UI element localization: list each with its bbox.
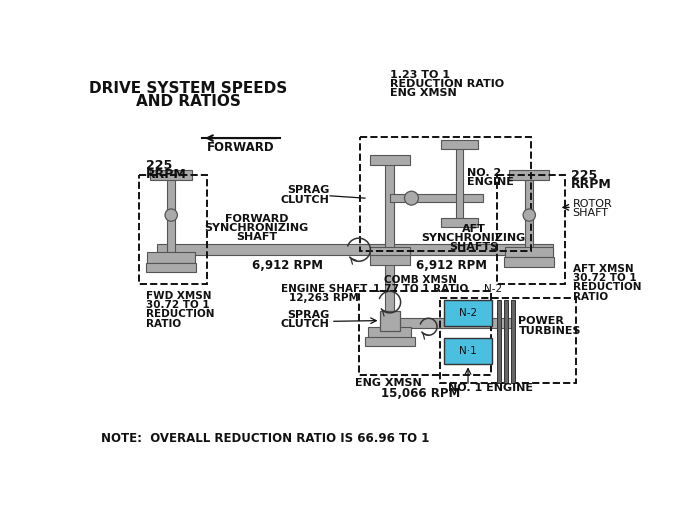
Text: SHAFT: SHAFT <box>573 208 609 218</box>
Bar <box>139 175 207 285</box>
Bar <box>526 175 533 252</box>
Text: 6,912 RPM: 6,912 RPM <box>416 259 487 272</box>
Bar <box>441 218 478 228</box>
Bar <box>146 263 196 272</box>
Bar <box>441 139 478 149</box>
Text: 1.23 TO 1: 1.23 TO 1 <box>390 70 449 80</box>
Bar <box>505 258 554 267</box>
Text: DRIVE SYSTEM SPEEDS: DRIVE SYSTEM SPEEDS <box>89 80 288 96</box>
Text: CLUTCH: CLUTCH <box>281 194 329 205</box>
Text: REDUCTION: REDUCTION <box>573 282 641 293</box>
Text: POWER: POWER <box>519 316 564 326</box>
Text: REDUCTION RATIO: REDUCTION RATIO <box>390 79 504 89</box>
Bar <box>365 337 414 346</box>
Text: SHAFTS: SHAFTS <box>449 242 498 252</box>
Bar <box>390 194 483 203</box>
Text: ROTOR: ROTOR <box>573 199 612 209</box>
Bar <box>497 175 565 285</box>
Text: TURBINES: TURBINES <box>519 326 581 335</box>
Text: 30.72 TO 1: 30.72 TO 1 <box>573 273 636 283</box>
Text: N-2: N-2 <box>459 308 477 318</box>
Bar <box>504 300 508 383</box>
Text: 12,263 RPM: 12,263 RPM <box>289 293 359 303</box>
Text: 30.72 TO 1: 30.72 TO 1 <box>146 300 209 310</box>
Bar <box>368 327 412 337</box>
Text: N·1: N·1 <box>459 346 477 356</box>
Bar <box>440 298 575 383</box>
Bar <box>150 171 192 180</box>
Bar <box>358 291 491 375</box>
Bar <box>167 175 175 252</box>
Text: SYNCHRONIZING: SYNCHRONIZING <box>421 233 526 243</box>
Bar <box>370 254 410 265</box>
Bar <box>370 155 410 164</box>
Text: RRPM: RRPM <box>571 178 612 191</box>
Bar <box>386 252 394 334</box>
Text: RATIO: RATIO <box>573 292 608 302</box>
Text: SHAFT: SHAFT <box>236 233 277 242</box>
Text: RRPM: RRPM <box>146 168 186 181</box>
Text: RATIO: RATIO <box>146 319 181 329</box>
Bar <box>497 300 501 383</box>
Bar <box>505 247 553 258</box>
Text: 225: 225 <box>146 158 172 172</box>
Circle shape <box>165 209 177 221</box>
Bar <box>509 171 550 180</box>
Text: 225: 225 <box>571 168 597 182</box>
Circle shape <box>523 209 536 221</box>
Bar <box>511 300 515 383</box>
Text: NOTE:  OVERALL REDUCTION RATIO IS 66.96 TO 1: NOTE: OVERALL REDUCTION RATIO IS 66.96 T… <box>102 432 430 445</box>
Text: NO. 1 ENGINE: NO. 1 ENGINE <box>448 383 533 393</box>
Text: 1.77 TO 1 RATIO: 1.77 TO 1 RATIO <box>373 284 468 294</box>
Bar <box>456 144 463 223</box>
Text: ENGINE: ENGINE <box>468 177 514 187</box>
Text: ENGINE SHAFT: ENGINE SHAFT <box>281 284 367 294</box>
Bar <box>379 312 400 331</box>
Bar <box>147 252 195 263</box>
Text: FORWARD: FORWARD <box>225 214 288 224</box>
Text: 6,912 RPM: 6,912 RPM <box>252 259 323 272</box>
Bar <box>444 338 492 364</box>
Text: SPRAG: SPRAG <box>287 310 329 320</box>
Bar <box>444 300 492 326</box>
Text: SYNCHRONIZING: SYNCHRONIZING <box>204 223 309 233</box>
Text: COMB XMSN: COMB XMSN <box>384 275 457 285</box>
Text: N-2: N-2 <box>484 284 502 294</box>
Text: FWD XMSN: FWD XMSN <box>146 291 211 301</box>
Text: AND RATIOS: AND RATIOS <box>136 94 241 108</box>
Bar <box>158 244 552 255</box>
Text: 15,066 RPM: 15,066 RPM <box>381 387 461 400</box>
Bar <box>390 318 512 327</box>
Text: SPRAG: SPRAG <box>287 185 329 195</box>
Text: AFT XMSN: AFT XMSN <box>573 264 634 274</box>
Text: FORWARD: FORWARD <box>207 141 275 154</box>
Bar <box>386 160 394 252</box>
Text: ENG XMSN: ENG XMSN <box>355 378 421 388</box>
Text: NO. 2: NO. 2 <box>468 168 501 178</box>
Bar <box>370 247 410 257</box>
Circle shape <box>405 191 419 205</box>
Text: CLUTCH: CLUTCH <box>281 320 329 329</box>
Text: REDUCTION: REDUCTION <box>146 309 214 320</box>
Bar <box>360 136 531 250</box>
Text: ENG XMSN: ENG XMSN <box>390 89 456 98</box>
Text: AFT: AFT <box>461 224 485 234</box>
